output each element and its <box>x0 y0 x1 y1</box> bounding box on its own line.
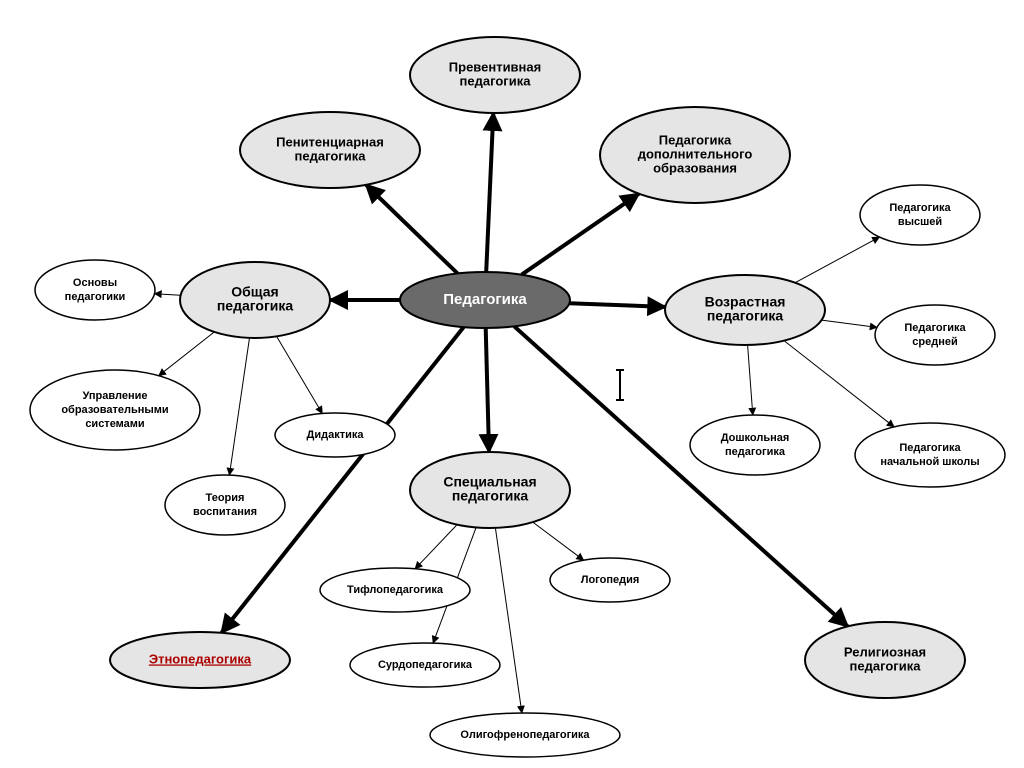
node-basics-label-1: педагогики <box>65 291 126 303</box>
edge-special-logo <box>533 522 584 560</box>
node-religious: Религиознаяпедагогика <box>805 622 965 698</box>
edge-general-management <box>159 332 215 376</box>
node-special-label-1: педагогика <box>452 488 529 504</box>
node-pedagogy-label-0: Педагогика <box>443 291 527 308</box>
node-religious-label-0: Религиозная <box>844 644 926 659</box>
pedagogy-concept-map: Основы педагогики Управление образовательны… <box>0 0 1024 768</box>
node-preschool: Дошкольная педагогика <box>690 415 820 475</box>
edge-age-primary <box>784 341 894 427</box>
node-preventive: Превентивнаяпедагогика <box>410 37 580 113</box>
node-basics: Основы педагогики <box>35 260 155 320</box>
node-higher: Педагогика высшей <box>860 185 980 245</box>
edge-pedagogy-additional <box>522 194 639 275</box>
edge-age-secondary-ed <box>822 320 877 327</box>
node-penitentiary-label-0: Пенитенциарная <box>276 134 384 149</box>
node-tiflo-label-0: Тифлопедагогика <box>347 584 444 596</box>
node-basics-label-0: Основы <box>73 277 117 289</box>
node-secondary-ed-label-1: средней <box>912 336 957 348</box>
node-higher-label-0: Педагогика <box>889 202 951 214</box>
edge-pedagogy-preventive <box>486 113 493 272</box>
edge-pedagogy-special <box>486 328 489 452</box>
node-higher-label-1: высшей <box>898 216 942 228</box>
node-penitentiary-label-1: педагогика <box>295 148 367 163</box>
node-surdo-label-0: Сурдопедагогика <box>378 659 473 671</box>
node-age: Возрастнаяпедагогика <box>665 275 825 345</box>
node-didactics-label-0: Дидактика <box>307 429 365 441</box>
edge-general-upbringing <box>229 338 249 475</box>
node-ethno: Этнопедагогика <box>110 632 290 688</box>
node-additional-label-0: Педагогика <box>659 132 732 147</box>
node-oligo: Олигофренопедагогика <box>430 713 620 757</box>
node-upbringing-label-0: Теория <box>206 492 245 504</box>
node-didactics: Дидактика <box>275 413 395 457</box>
node-general: Общаяпедагогика <box>180 262 330 338</box>
node-pedagogy: Педагогика <box>400 272 570 328</box>
edge-pedagogy-age <box>569 303 665 307</box>
node-additional-label-1: дополнительного <box>638 146 753 161</box>
node-primary: Педагогика начальной школы <box>855 423 1005 487</box>
edge-pedagogy-penitentiary <box>366 185 458 274</box>
nodes-layer: Основы педагогики Управление образовательны… <box>30 37 1005 757</box>
node-additional: Педагогикадополнительногообразования <box>600 107 790 203</box>
node-penitentiary: Пенитенциарнаяпедагогика <box>240 112 420 188</box>
node-special: Специальнаяпедагогика <box>410 452 570 528</box>
node-management-label-1: образовательными <box>61 404 168 416</box>
edge-general-basics <box>155 294 181 296</box>
node-upbringing-label-1: воспитания <box>193 506 257 518</box>
node-ethno-label-0: Этнопедагогика <box>149 651 252 666</box>
edge-general-didactics <box>277 336 323 413</box>
node-surdo: Сурдопедагогика <box>350 643 500 687</box>
node-preschool-label-1: педагогика <box>725 446 786 458</box>
node-tiflo: Тифлопедагогика <box>320 568 470 612</box>
edge-special-tiflo <box>415 525 457 569</box>
edge-age-higher <box>795 237 879 283</box>
edge-special-oligo <box>495 528 522 713</box>
node-management-label-2: системами <box>85 418 144 430</box>
node-age-label-1: педагогика <box>707 308 784 324</box>
node-secondary-ed-label-0: Педагогика <box>904 322 966 334</box>
node-secondary-ed: Педагогика средней <box>875 305 995 365</box>
node-upbringing: Теория воспитания <box>165 475 285 535</box>
node-management-label-0: Управление <box>82 390 147 402</box>
node-logo: Логопедия <box>550 558 670 602</box>
node-logo-label-0: Логопедия <box>581 574 640 586</box>
node-preschool-label-0: Дошкольная <box>721 432 790 444</box>
node-management: Управление образовательными системами <box>30 370 200 450</box>
node-additional-label-2: образования <box>653 160 737 175</box>
edge-age-preschool <box>748 345 753 415</box>
node-preventive-label-1: педагогика <box>460 73 532 88</box>
node-general-label-1: педагогика <box>217 298 294 314</box>
node-primary-label-0: Педагогика <box>899 442 961 454</box>
edges-layer <box>155 113 895 713</box>
node-preventive-label-0: Превентивная <box>449 59 541 74</box>
node-oligo-label-0: Олигофренопедагогика <box>460 729 590 741</box>
node-religious-label-1: педагогика <box>850 658 922 673</box>
text-cursor <box>616 370 624 400</box>
node-primary-label-1: начальной школы <box>880 456 979 468</box>
